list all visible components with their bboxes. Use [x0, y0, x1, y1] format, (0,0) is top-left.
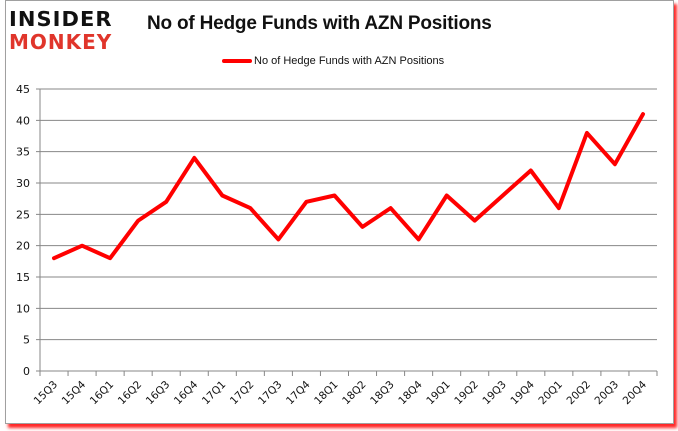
x-tick-label: 20Q1 — [536, 379, 565, 408]
y-tick-label: 25 — [16, 208, 30, 221]
gridlines — [36, 88, 657, 372]
x-tick-label: 20Q2 — [565, 379, 594, 408]
y-tick-label: 40 — [16, 114, 30, 127]
x-tick-label: 15Q3 — [32, 379, 61, 408]
y-tick-label: 45 — [16, 83, 30, 96]
series-line — [52, 112, 645, 261]
y-axis-ticks: 0 5 10 15 20 25 30 35 40 45 — [16, 83, 30, 378]
y-tick-label: 10 — [16, 302, 30, 315]
x-tick-label: 19Q4 — [508, 378, 537, 407]
x-tick-label: 19Q2 — [452, 379, 481, 408]
x-tick-label: 16Q3 — [144, 379, 173, 408]
x-tick-label: 17Q3 — [256, 379, 285, 408]
chart-legend: No of Hedge Funds with AZN Positions — [222, 53, 444, 69]
x-tick-label: 18Q4 — [396, 378, 425, 407]
x-tick-label: 16Q1 — [88, 379, 117, 408]
x-tick-label: 19Q1 — [424, 379, 453, 408]
x-tick-label: 17Q2 — [228, 379, 257, 408]
y-tick-label: 15 — [16, 271, 30, 284]
x-tick-label: 15Q4 — [60, 378, 89, 407]
x-tick-label: 20Q4 — [621, 378, 650, 407]
x-tick-label: 17Q1 — [200, 379, 229, 408]
x-tick-label: 18Q2 — [340, 379, 369, 408]
logo-line-2: MONKEY — [9, 30, 113, 54]
x-tick-label: 18Q3 — [368, 379, 397, 408]
x-tick-label: 16Q4 — [172, 378, 201, 407]
x-tick-label: 19Q3 — [480, 379, 509, 408]
logo-line-1: INSIDER — [9, 7, 113, 31]
y-tick-label: 0 — [23, 365, 30, 378]
insider-monkey-logo: INSIDER MONKEY — [6, 6, 126, 56]
x-axis-ticks: 15Q3 15Q4 16Q1 16Q2 16Q3 16Q4 17Q1 17Q2 17Q3 17Q4… — [32, 371, 658, 408]
chart-title: No of Hedge Funds with AZN Positions — [147, 13, 492, 34]
x-tick-label: 20Q3 — [593, 379, 622, 408]
y-tick-label: 20 — [16, 240, 30, 253]
chart-frame — [5, 0, 674, 424]
legend-line-swatch — [222, 59, 252, 63]
y-tick-label: 5 — [23, 334, 30, 347]
y-tick-label: 30 — [16, 177, 30, 190]
x-tick-label: 16Q2 — [116, 379, 145, 408]
y-tick-label: 35 — [16, 146, 30, 159]
x-tick-label: 18Q1 — [312, 379, 341, 408]
legend-label: No of Hedge Funds with AZN Positions — [254, 55, 445, 67]
x-tick-label: 17Q4 — [284, 378, 313, 407]
